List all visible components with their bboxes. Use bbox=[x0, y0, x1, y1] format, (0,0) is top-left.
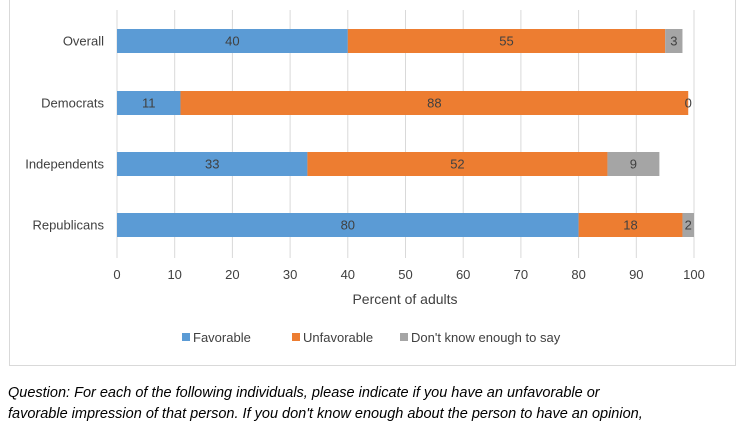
data-label: 3 bbox=[670, 34, 677, 49]
label-layer: 0 10 20 30 40 50 60 70 80 90 100OverallDemocratsIn… bbox=[25, 34, 705, 283]
x-tick-label: 0 bbox=[113, 267, 120, 282]
bar-segment bbox=[607, 152, 660, 176]
x-tick-label: 60 bbox=[456, 267, 470, 282]
category-label: Overall bbox=[63, 34, 104, 49]
data-label: 0 bbox=[685, 96, 692, 111]
x-tick-label: 30 bbox=[283, 267, 297, 282]
legend-swatch bbox=[400, 333, 408, 341]
x-tick-label: 40 bbox=[341, 267, 355, 282]
x-axis-title: Percent of adults bbox=[352, 291, 457, 307]
bar-segment bbox=[578, 213, 683, 237]
data-label: 11 bbox=[142, 96, 156, 111]
data-label: 9 bbox=[630, 157, 637, 172]
bar-segment bbox=[117, 91, 181, 115]
data-label: 52 bbox=[450, 157, 464, 172]
question-note-line-2: favorable impression of that person. If … bbox=[8, 406, 643, 422]
bar-segment bbox=[665, 29, 683, 53]
x-tick-label: 100 bbox=[683, 267, 705, 282]
chart-frame bbox=[9, 0, 736, 366]
bar-segment bbox=[682, 213, 694, 237]
legend-swatch bbox=[292, 333, 300, 341]
bar-segment bbox=[347, 29, 666, 53]
bar-segment bbox=[117, 29, 348, 53]
x-tick-label: 20 bbox=[225, 267, 239, 282]
category-label: Independents bbox=[25, 157, 104, 172]
data-label: 2 bbox=[685, 218, 692, 233]
legend-label: Favorable bbox=[193, 330, 251, 345]
x-tick-label: 50 bbox=[398, 267, 412, 282]
data-label: 88 bbox=[427, 96, 441, 111]
x-tick-label: 80 bbox=[571, 267, 585, 282]
question-note: Question: For each of the following indi… bbox=[8, 383, 743, 425]
stacked-bar-chart: 0 10 20 30 40 50 60 70 80 90 100OverallDemocratsIn… bbox=[25, 10, 705, 345]
bar-segment bbox=[307, 152, 608, 176]
data-label: 33 bbox=[205, 157, 219, 172]
x-tick-label: 10 bbox=[167, 267, 181, 282]
bar-segment bbox=[117, 213, 579, 237]
legend-swatch bbox=[182, 333, 190, 341]
data-label: 18 bbox=[623, 218, 637, 233]
category-label: Democrats bbox=[41, 96, 104, 111]
legend-label: Don't know enough to say bbox=[411, 330, 561, 345]
bar-segment bbox=[180, 91, 689, 115]
bar-layer bbox=[117, 29, 694, 237]
data-label: 80 bbox=[341, 218, 355, 233]
legend: Favorable Unfavorable Don't know enough to… bbox=[182, 330, 561, 345]
category-label: Republicans bbox=[32, 218, 104, 233]
question-note-line-1: Question: For each of the following indi… bbox=[8, 385, 600, 401]
x-tick-label: 70 bbox=[514, 267, 528, 282]
bar-segment bbox=[117, 152, 308, 176]
x-tick-label: 90 bbox=[629, 267, 643, 282]
data-label: 55 bbox=[499, 34, 513, 49]
data-label: 40 bbox=[225, 34, 239, 49]
legend-label: Unfavorable bbox=[303, 330, 373, 345]
